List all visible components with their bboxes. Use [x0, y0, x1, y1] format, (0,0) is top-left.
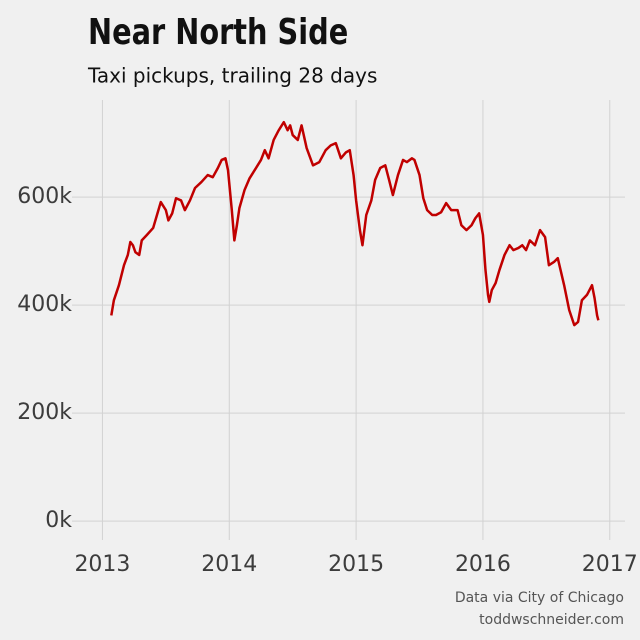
source-note: toddwschneider.com: [479, 612, 624, 628]
chart-title: Near North Side: [88, 11, 348, 53]
x-tick-label: 2017: [582, 552, 638, 577]
x-tick-label: 2015: [328, 552, 384, 577]
chart-subtitle: Taxi pickups, trailing 28 days: [87, 64, 377, 88]
x-tick-label: 2013: [74, 552, 130, 577]
x-tick-label: 2014: [201, 552, 257, 577]
y-tick-label: 200k: [17, 400, 72, 425]
x-tick-label: 2016: [455, 552, 511, 577]
y-tick-label: 0k: [45, 508, 72, 533]
y-tick-label: 600k: [17, 184, 72, 209]
source-note: Data via City of Chicago: [455, 590, 624, 606]
data-line: [110, 120, 600, 327]
y-tick-label: 400k: [17, 292, 72, 317]
